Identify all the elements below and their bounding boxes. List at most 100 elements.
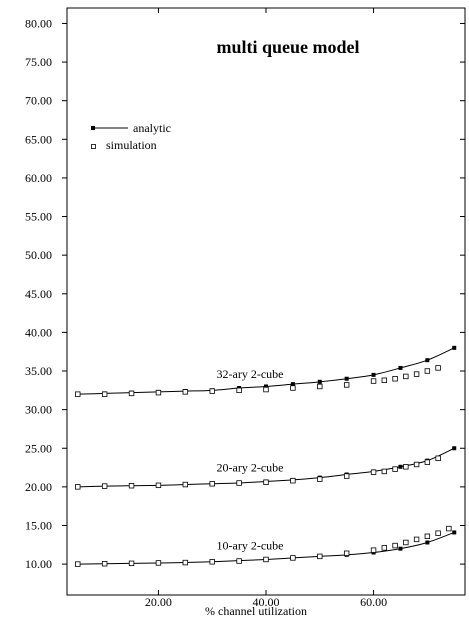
analytic-point bbox=[425, 540, 430, 545]
simulation-point bbox=[317, 553, 323, 560]
y-tick-labels: 10.00 15.00 20.00 25.00 30.00 35.00 40.00 45.00… bbox=[25, 16, 52, 571]
legend-simulation-label: simulation bbox=[106, 138, 157, 152]
y-tick-label: 40.00 bbox=[25, 325, 52, 339]
legend-analytic-marker bbox=[91, 126, 95, 130]
y-tick-label: 25.00 bbox=[25, 441, 52, 455]
legend-simulation-marker bbox=[91, 144, 96, 149]
simulation-point bbox=[128, 483, 135, 489]
y-tick-label: 70.00 bbox=[25, 94, 52, 108]
simulation-point bbox=[392, 466, 398, 472]
curve-label: 32-ary 2-cube bbox=[217, 367, 284, 381]
simulation-point bbox=[435, 530, 441, 536]
series-2 bbox=[75, 525, 457, 567]
simulation-point bbox=[381, 377, 388, 383]
simulation-point bbox=[236, 558, 242, 564]
simulation-point bbox=[75, 391, 81, 397]
simulation-point bbox=[128, 560, 135, 567]
analytic-point bbox=[371, 372, 376, 377]
simulation-point bbox=[403, 373, 409, 380]
simulation-point bbox=[413, 371, 420, 377]
x-tick-label: 60.00 bbox=[360, 595, 387, 609]
curve-label: 20-ary 2-cube bbox=[217, 460, 284, 474]
analytic-point bbox=[425, 358, 430, 363]
analytic-point bbox=[452, 530, 457, 535]
simulation-point bbox=[317, 476, 323, 482]
analytic-point bbox=[398, 546, 403, 551]
simulation-point bbox=[424, 533, 431, 539]
curves bbox=[75, 345, 457, 567]
y-tick-label: 60.00 bbox=[25, 171, 52, 185]
curve-labels: 32-ary 2-cube 20-ary 2-cube 10-ary 2-cube bbox=[217, 367, 284, 552]
simulation-point bbox=[182, 481, 189, 488]
plot-frame bbox=[66, 7, 466, 596]
curve-label: 10-ary 2-cube bbox=[217, 538, 284, 552]
y-tick-label: 45.00 bbox=[25, 287, 52, 301]
simulation-point bbox=[75, 561, 81, 567]
axis-ticks bbox=[62, 8, 465, 595]
simulation-point bbox=[263, 479, 269, 485]
legend-analytic-label: analytic bbox=[133, 121, 171, 135]
simulation-point bbox=[403, 539, 409, 546]
x-axis-label: % channel utilization bbox=[205, 604, 307, 618]
y-tick-label: 15.00 bbox=[25, 518, 52, 532]
y-tick-label: 80.00 bbox=[25, 16, 52, 30]
simulation-point bbox=[381, 468, 388, 475]
simulation-point bbox=[435, 365, 441, 371]
series-0 bbox=[75, 345, 457, 397]
simulation-point bbox=[413, 536, 420, 543]
simulation-point bbox=[209, 559, 215, 565]
simulation-point bbox=[75, 484, 81, 490]
simulation-point bbox=[413, 461, 420, 468]
simulation-point bbox=[370, 469, 377, 475]
simulation-point bbox=[182, 389, 189, 395]
series-1 bbox=[75, 446, 457, 490]
simulation-point bbox=[317, 383, 323, 390]
simulation-point bbox=[236, 480, 242, 486]
simulation-point bbox=[155, 560, 162, 566]
simulation-point bbox=[403, 464, 409, 470]
simulation-point bbox=[435, 455, 441, 461]
x-tick-label: 20.00 bbox=[145, 595, 172, 609]
simulation-point bbox=[343, 473, 350, 479]
simulation-point bbox=[101, 391, 108, 397]
analytic-point bbox=[264, 384, 268, 389]
simulation-point bbox=[381, 545, 388, 551]
simulation-point bbox=[370, 378, 377, 384]
y-tick-label: 50.00 bbox=[25, 248, 52, 262]
analytic-point bbox=[398, 464, 403, 469]
simulation-point bbox=[370, 547, 377, 553]
simulation-point bbox=[209, 481, 215, 487]
x-tick-label: 40.00 bbox=[253, 595, 280, 609]
analytic-point bbox=[317, 379, 322, 384]
analytic-point bbox=[452, 345, 457, 350]
simulation-point bbox=[236, 387, 242, 394]
simulation-point bbox=[182, 559, 189, 566]
simulation-point bbox=[101, 483, 108, 489]
simulation-point bbox=[424, 459, 431, 465]
y-tick-label: 30.00 bbox=[25, 403, 52, 417]
simulation-point bbox=[290, 477, 296, 484]
simulation-point bbox=[343, 550, 350, 556]
simulation-point bbox=[290, 555, 296, 561]
analytic-point bbox=[344, 376, 349, 381]
simulation-point bbox=[392, 542, 398, 549]
simulation-point bbox=[392, 376, 398, 382]
simulation-point bbox=[128, 390, 135, 397]
simulation-point bbox=[263, 386, 269, 393]
y-tick-label: 20.00 bbox=[25, 480, 52, 494]
y-tick-label: 55.00 bbox=[25, 210, 52, 224]
y-tick-label: 65.00 bbox=[25, 132, 52, 146]
simulation-point bbox=[343, 382, 350, 388]
y-tick-label: 10.00 bbox=[25, 557, 52, 571]
analytic-point bbox=[290, 382, 295, 387]
simulation-point bbox=[446, 525, 452, 532]
simulation-point bbox=[155, 389, 162, 396]
chart-title: multi queue model bbox=[216, 37, 359, 57]
simulation-point bbox=[155, 482, 162, 489]
simulation-point bbox=[101, 561, 108, 567]
y-tick-label: 75.00 bbox=[25, 55, 52, 69]
analytic-point bbox=[452, 446, 457, 451]
y-tick-label: 35.00 bbox=[25, 364, 52, 378]
simulation-point bbox=[290, 385, 296, 391]
